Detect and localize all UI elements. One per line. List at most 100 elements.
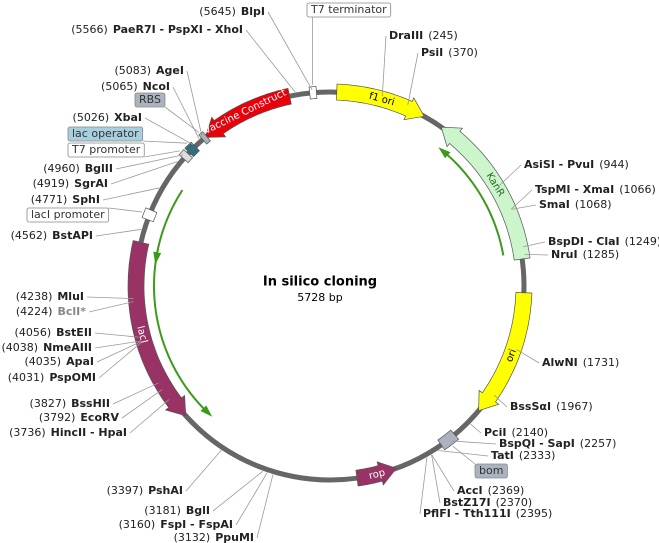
leader-line (88, 301, 134, 313)
leader-line (470, 423, 482, 434)
feature-arrow (440, 126, 531, 261)
site-label: TspMI - XmaI (1066) (535, 183, 656, 196)
site-position: (4238) (16, 290, 53, 303)
leader-line (524, 253, 549, 256)
site-position: (3736) (9, 426, 46, 439)
feature-box-label: RBS (139, 93, 161, 106)
leader-line (431, 454, 441, 504)
site-label: (4771) SphI (31, 193, 100, 206)
site-position: (4960) (43, 162, 80, 175)
feature-label: lacI (134, 325, 149, 345)
direction-arc (153, 255, 207, 412)
enzyme-name: BclI* (57, 305, 86, 318)
site-position: (4224) (16, 305, 53, 318)
leader-line (94, 340, 141, 349)
enzyme-name: NruI (551, 248, 578, 261)
site-label: (5566) PaeR7I - PspXI - XhoI (71, 23, 243, 36)
site-position: (3132) (174, 531, 211, 543)
site-label: BspDI - ClaI (1249) (548, 235, 659, 248)
leader-line (98, 342, 142, 379)
site-label: (5065) NcoI (101, 80, 170, 93)
leader-line (164, 106, 200, 133)
site-label: (4919) SgrAI (33, 177, 108, 190)
leader-line (121, 389, 163, 419)
site-label: (3160) FspI - FspAI (119, 518, 233, 531)
leader-line (144, 150, 180, 158)
site-label: (3181) BglI (144, 504, 210, 517)
leader-line (110, 161, 178, 185)
site-position: (1285) (583, 248, 620, 261)
enzyme-name: TatI (491, 449, 514, 462)
site-label: NruI (1285) (551, 248, 619, 261)
enzyme-name: PaeR7I - PspXI - XhoI (113, 23, 243, 36)
site-label: BspQI - SapI (2257) (499, 437, 616, 450)
site-label: (5645) BlpI (199, 5, 265, 18)
site-label: DraIII (245) (389, 29, 458, 42)
leader-line (108, 207, 143, 213)
leader-line (142, 140, 188, 144)
enzyme-name: SmaI (539, 198, 570, 211)
leader-line (95, 228, 142, 237)
leader-line (511, 189, 533, 210)
site-position: (944) (599, 158, 629, 171)
site-label: AsiSI - PvuI (944) (524, 158, 629, 171)
enzyme-name: PpuMI (215, 531, 254, 543)
leader-line (451, 440, 497, 445)
site-position: (2370) (496, 496, 533, 509)
site-position: (3397) (107, 484, 144, 497)
leader-line (438, 450, 489, 457)
site-position: (370) (448, 46, 478, 59)
site-position: (4031) (8, 371, 45, 384)
feature-arrow (204, 87, 292, 138)
feature-arrow (127, 240, 187, 417)
leader-line (245, 29, 296, 93)
feature-box-label: T7 promoter (71, 143, 141, 156)
site-position: (2395) (516, 507, 553, 520)
site-position: (2140) (511, 426, 548, 439)
site-position: (4056) (15, 326, 52, 339)
feature-arrow (355, 461, 397, 487)
enzyme-name: SgrAI (74, 177, 108, 190)
site-position: (3160) (119, 518, 156, 531)
site-label: (3132) PpuMI (174, 531, 254, 543)
leader-line (419, 457, 428, 515)
site-position: (1249) (625, 235, 659, 248)
feature-box-label: bom (479, 464, 503, 477)
enzyme-name: AgeI (156, 64, 184, 77)
enzyme-name: FspI - FspAI (160, 518, 233, 531)
enzyme-name: NcoI (143, 80, 170, 93)
site-position: (1731) (583, 356, 620, 369)
site-label: (4238) MluI (16, 290, 84, 303)
site-position: (4038) (2, 341, 39, 354)
leader-line (499, 164, 522, 186)
site-label: (4031) PspOMI (8, 371, 96, 384)
feature-arrow (478, 292, 533, 412)
leader-line (267, 11, 313, 91)
feature-arrow (336, 83, 425, 121)
site-position: (3792) (39, 411, 76, 424)
site-label: BssSαI (1967) (510, 400, 593, 413)
leader-line (516, 349, 540, 364)
enzyme-name: AsiSI - PvuI (524, 158, 594, 171)
enzyme-name: BlpI (241, 5, 265, 18)
map-title: In silico cloning (263, 275, 377, 290)
feature-box-label: lacI promoter (31, 208, 105, 221)
site-position: (245) (428, 29, 458, 42)
leader-line (381, 35, 387, 97)
leader-line (235, 472, 268, 526)
enzyme-name: BspDI - ClaI (548, 235, 620, 248)
enzyme-name: HincII - HpaI (51, 426, 127, 439)
site-position: (5645) (199, 5, 236, 18)
site-label: (4562) BstAPI (11, 229, 93, 242)
leader-line (112, 382, 159, 405)
site-label: (5083) AgeI (114, 64, 184, 77)
leader-line (511, 204, 537, 210)
leader-line (452, 445, 476, 465)
feature-box-label: T7 terminator (310, 3, 387, 16)
enzyme-name: PsiI (421, 46, 443, 59)
site-label: BstZ17I (2370) (443, 496, 532, 509)
enzyme-name: DraIII (389, 29, 423, 42)
leader-line (522, 241, 546, 248)
site-label: (3397) PshAI (107, 484, 183, 497)
